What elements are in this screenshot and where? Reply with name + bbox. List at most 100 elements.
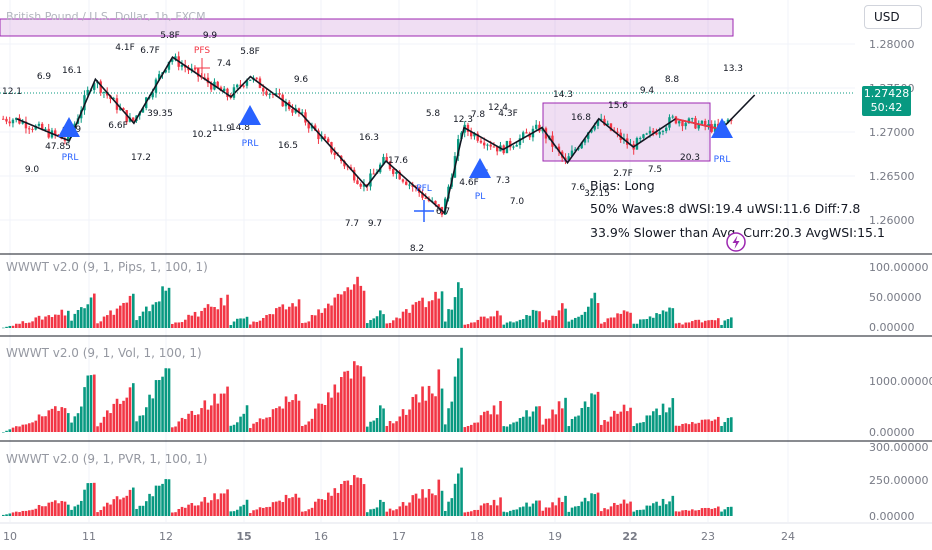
- pips-bar: [275, 308, 278, 328]
- candle-body: [255, 77, 258, 79]
- pvr-bar: [574, 506, 577, 516]
- vol-bar: [369, 421, 372, 432]
- pvr-bar: [24, 510, 28, 516]
- pips-bar: [707, 320, 710, 328]
- vol-bar: [314, 408, 317, 432]
- pvr-bar: [343, 480, 346, 516]
- pvr-bar: [593, 494, 597, 516]
- pvr-bar: [304, 511, 307, 516]
- vol-bar: [18, 426, 21, 432]
- candle-body: [197, 68, 200, 77]
- vol-bar: [427, 385, 431, 432]
- candle-body: [567, 156, 570, 161]
- vol-bar: [694, 423, 697, 432]
- pvr-bar: [385, 511, 389, 516]
- wave-label: 47.85: [45, 142, 71, 152]
- vol-bar: [200, 408, 203, 432]
- candle-body: [34, 125, 37, 130]
- pvr-bar: [658, 505, 662, 516]
- pips-bar: [67, 310, 70, 328]
- pvr-bar: [294, 493, 298, 516]
- vol-bar: [564, 397, 567, 432]
- candle-body: [515, 145, 518, 147]
- wave-label: 14.8: [230, 123, 250, 133]
- pips-bar: [463, 324, 467, 328]
- pips-bar: [489, 316, 493, 328]
- pips-bar: [21, 321, 25, 328]
- pvr-bar: [80, 500, 83, 516]
- vol-bar: [486, 410, 489, 432]
- vol-bar: [613, 410, 616, 432]
- vol-bar: [70, 422, 73, 432]
- pips-bar: [346, 287, 350, 328]
- pvr-bar: [372, 508, 376, 516]
- lightning-icon[interactable]: [726, 232, 746, 252]
- vol-bar: [567, 426, 571, 432]
- vol-bar: [382, 408, 385, 432]
- pvr-bar: [34, 508, 38, 516]
- pvr-bar: [541, 510, 545, 516]
- vol-bar: [671, 398, 675, 432]
- vol-bar: [401, 409, 405, 432]
- pips-bar: [593, 292, 597, 328]
- candle-body: [310, 125, 314, 129]
- marker-triangle: [58, 117, 80, 137]
- currency-button[interactable]: USD: [864, 5, 922, 29]
- pvr-bar: [619, 503, 623, 516]
- vol-bar: [102, 416, 106, 432]
- wave-label: 9.7: [368, 219, 382, 229]
- vol-bar: [557, 401, 561, 432]
- pips-bar: [37, 315, 41, 328]
- pips-bar: [362, 290, 366, 328]
- pips-bar: [281, 304, 285, 328]
- vol-bar: [704, 419, 707, 432]
- pips-bar: [606, 318, 610, 328]
- pvr-bar: [31, 509, 34, 516]
- pvr-bar: [437, 479, 441, 516]
- pips-bar: [132, 293, 135, 328]
- pvr-bar: [349, 485, 353, 516]
- pvr-bar: [678, 511, 681, 516]
- candle-body: [268, 93, 271, 95]
- pvr-bar: [421, 489, 424, 516]
- y-tick-label: 100.00000: [869, 261, 929, 274]
- pvr-bar: [226, 489, 229, 516]
- pvr-bar: [268, 506, 272, 516]
- pvr-bar: [460, 467, 463, 516]
- wave-label: 7.6: [571, 183, 586, 193]
- candle-body: [2, 118, 5, 120]
- pvr-bar: [577, 505, 580, 516]
- vol-bar: [141, 415, 145, 432]
- pvr-bar: [600, 511, 603, 516]
- candle-body: [577, 148, 580, 150]
- candle-body: [525, 132, 528, 134]
- y-tick-label: 1.26500: [869, 170, 915, 183]
- pips-bar: [262, 317, 265, 328]
- vol-bar: [161, 376, 164, 432]
- vol-bar: [668, 407, 671, 432]
- pips-bar: [213, 307, 216, 328]
- pvr-bar: [622, 499, 626, 516]
- vol-bar: [593, 394, 597, 432]
- pvr-bar: [476, 509, 480, 516]
- vol-bar: [635, 423, 639, 432]
- pvr-bar: [515, 509, 519, 516]
- vol-bar: [89, 375, 93, 432]
- candle-body: [158, 74, 161, 80]
- pvr-bar: [184, 507, 187, 516]
- candle-body: [382, 156, 385, 165]
- pips-bar: [421, 297, 424, 328]
- pvr-bar: [522, 506, 525, 516]
- pvr-bar: [229, 511, 233, 516]
- vol-bar: [307, 421, 311, 432]
- pvr-bar: [145, 501, 148, 516]
- pips-bar: [343, 291, 346, 328]
- candle-body: [122, 108, 125, 111]
- vol-bar: [60, 407, 64, 432]
- pvr-bar: [96, 512, 99, 516]
- pvr-bar: [635, 510, 639, 516]
- candle-body: [11, 119, 15, 124]
- vol-bar: [239, 416, 242, 432]
- vol-bar: [723, 422, 727, 432]
